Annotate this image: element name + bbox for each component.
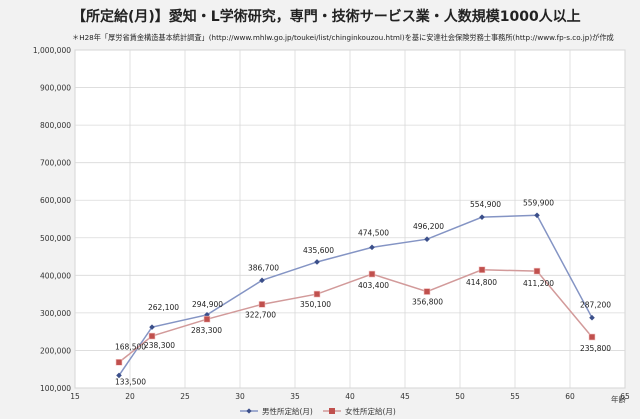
y-tick-label: 300,000 bbox=[40, 309, 71, 318]
data-label-female: 414,800 bbox=[466, 278, 497, 287]
x-tick-label: 55 bbox=[510, 392, 520, 401]
data-label-female: 238,300 bbox=[144, 341, 175, 350]
data-label-male: 496,200 bbox=[413, 222, 444, 231]
data-point-male bbox=[259, 277, 265, 284]
data-label-female: 283,300 bbox=[191, 326, 222, 335]
x-tick-label: 40 bbox=[345, 392, 355, 401]
data-label-female: 403,400 bbox=[358, 281, 389, 290]
data-label-female: 411,200 bbox=[523, 279, 554, 288]
y-tick-label: 1,000,000 bbox=[33, 46, 71, 55]
data-label-male: 474,500 bbox=[358, 228, 389, 237]
y-tick-label: 200,000 bbox=[40, 346, 71, 355]
data-point-female bbox=[423, 288, 431, 295]
data-label-male: 133,500 bbox=[115, 377, 146, 386]
chart-subtitle: ＊H28年「厚労省賃金構造基本統計調査」(http://www.mhlw.go.… bbox=[72, 33, 614, 42]
data-point-male bbox=[314, 259, 320, 265]
legend-entry: 女性所定給(月) bbox=[345, 406, 396, 416]
data-point-female bbox=[313, 290, 321, 298]
x-tick-label: 60 bbox=[565, 392, 575, 401]
gridlines bbox=[74, 49, 626, 389]
data-point-female bbox=[478, 266, 486, 274]
y-tick-label: 900,000 bbox=[40, 84, 71, 93]
x-tick-label: 15 bbox=[70, 392, 80, 401]
data-point-male bbox=[424, 236, 430, 243]
data-point-male bbox=[149, 324, 155, 330]
data-label-male: 554,900 bbox=[470, 200, 501, 209]
legend-marker-female bbox=[329, 408, 335, 414]
x-tick-label: 25 bbox=[180, 392, 190, 401]
data-point-male bbox=[369, 244, 375, 251]
y-tick-label: 100,000 bbox=[40, 384, 71, 393]
data-labels: 133,500 262,100 294,900 386,700 435,600 474,5… bbox=[115, 198, 611, 386]
data-point-female bbox=[258, 301, 266, 308]
x-axis-label: 年齢 bbox=[611, 394, 626, 404]
y-tick-label: 700,000 bbox=[40, 159, 71, 168]
data-point-male bbox=[534, 212, 540, 219]
data-label-male: 294,900 bbox=[192, 300, 223, 309]
x-tick-label: 30 bbox=[235, 392, 245, 401]
legend-entry: 男性所定給(月) bbox=[262, 406, 313, 416]
data-point-male bbox=[589, 314, 595, 321]
data-point-female bbox=[115, 358, 123, 366]
legend: 男性所定給(月) 女性所定給(月) bbox=[240, 406, 396, 416]
series-line-2 bbox=[118, 269, 593, 363]
y-tick-label: 500,000 bbox=[40, 234, 71, 243]
data-label-female: 168,500 bbox=[115, 342, 146, 351]
data-label-female: 350,100 bbox=[300, 300, 331, 309]
x-tick-label: 45 bbox=[400, 392, 410, 401]
x-tick-label: 20 bbox=[125, 392, 135, 401]
y-tick-label: 800,000 bbox=[40, 121, 71, 130]
data-label-female: 235,800 bbox=[580, 344, 611, 353]
y-tick-label: 600,000 bbox=[40, 196, 71, 205]
axes: 100,000 200,000 300,000 400,000 500,000 600,0… bbox=[33, 46, 630, 401]
data-label-male: 435,600 bbox=[303, 246, 334, 255]
data-label-male: 559,900 bbox=[523, 198, 554, 207]
data-label-male: 287,200 bbox=[580, 301, 611, 310]
series-lines bbox=[115, 212, 596, 379]
data-label-male: 262,100 bbox=[148, 303, 179, 312]
x-tick-label: 35 bbox=[290, 392, 300, 401]
data-point-female bbox=[203, 315, 211, 323]
x-tick-label: 50 bbox=[455, 392, 465, 401]
y-tick-label: 400,000 bbox=[40, 271, 71, 280]
legend-marker-male bbox=[246, 408, 252, 414]
data-point-male bbox=[116, 372, 122, 379]
data-label-male: 386,700 bbox=[248, 263, 279, 272]
data-point-female bbox=[368, 270, 376, 278]
series-line-1 bbox=[118, 214, 593, 376]
data-point-female bbox=[533, 267, 541, 275]
chart-title: 【所定給(月)】愛知・L学術研究，専門・技術サービス業・人数規模1000人以上 bbox=[72, 8, 581, 25]
data-point-female bbox=[588, 333, 596, 341]
x-tick-label: 65 bbox=[620, 392, 630, 401]
data-point-male bbox=[479, 214, 485, 220]
data-label-female: 356,800 bbox=[412, 298, 443, 307]
data-point-female bbox=[148, 332, 156, 340]
data-label-female: 322,700 bbox=[245, 310, 276, 319]
